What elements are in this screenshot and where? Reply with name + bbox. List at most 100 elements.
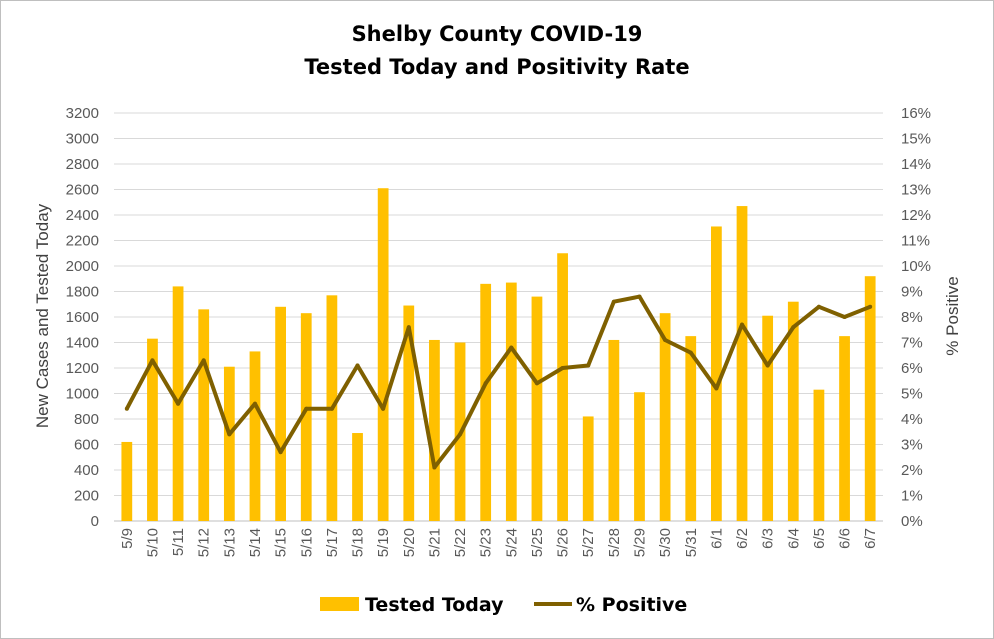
point-5-9 [124,406,129,411]
point-5-29 [637,294,642,299]
point-5-27 [586,363,591,368]
bar-5-24 [505,282,517,521]
point-6-7 [868,304,873,309]
x-tick-label: 5/14 [247,528,264,557]
legend: Tested Today % Positive [320,594,687,616]
point-6-4 [791,325,796,330]
left-tick-label: 600 [74,437,99,454]
right-tick-label: 14% [901,156,931,173]
x-tick-label: 5/28 [606,528,623,557]
point-5-21 [432,465,437,470]
x-tick-label: 5/27 [580,528,597,557]
point-5-12 [201,358,206,363]
x-tick-label: 5/17 [324,528,341,557]
left-tick-label: 1400 [66,335,99,352]
left-axis-ticks: 0 200 400 600 800 1000 1200 1400 1600 1800 2000 220… [66,105,99,530]
legend-label-percent-positive: % Positive [576,594,687,616]
x-tick-label: 5/9 [119,528,136,549]
point-5-26 [560,366,565,370]
bar-5-27 [582,416,594,521]
left-tick-label: 1200 [66,360,99,377]
x-tick-label: 5/24 [503,528,520,557]
x-tick-label: 5/11 [170,528,187,556]
right-tick-label: 0% [901,513,923,530]
right-tick-label: 1% [901,488,923,505]
left-tick-label: 3200 [66,105,99,122]
left-tick-label: 2000 [66,258,99,275]
x-tick-label: 5/26 [555,528,572,557]
legend-label-tested-today: Tested Today [365,594,504,616]
bar-6-5 [813,389,825,521]
left-tick-label: 2800 [66,156,99,173]
point-6-5 [816,304,821,309]
point-5-24 [509,345,514,350]
bar-5-20 [403,305,415,521]
right-tick-label: 2% [901,462,923,479]
point-5-11 [176,401,181,406]
x-tick-label: 5/20 [401,528,418,557]
left-tick-label: 3000 [66,131,99,148]
point-5-19 [381,406,386,411]
point-5-28 [611,299,616,304]
x-tick-label: 6/5 [811,528,828,549]
x-tick-label: 5/16 [298,528,315,557]
x-axis-ticks: 5/9 5/10 5/11 5/12 5/13 5/14 5/15 5/16 5/17 5/18 5… [119,528,879,557]
x-tick-label: 6/7 [862,528,879,549]
bar-5-13 [223,366,235,521]
bar-5-28 [608,339,620,521]
right-axis-ticks: 0% 1% 2% 3% 4% 5% 6% 7% 8% 9% 10% 11% 12% 13% 14% 15% 16… [901,105,931,530]
right-tick-label: 11% [901,233,930,250]
bar-6-7 [864,276,876,521]
left-tick-label: 200 [74,488,99,505]
x-tick-label: 5/29 [631,528,648,557]
x-tick-label: 5/15 [273,528,290,557]
right-tick-label: 15% [901,131,931,148]
point-5-16 [304,406,309,411]
right-tick-label: 6% [901,360,923,377]
bar-5-29 [634,392,645,521]
point-5-22 [458,432,463,437]
bar-5-23 [480,283,492,521]
point-5-31 [688,350,693,355]
point-5-18 [355,363,360,368]
right-tick-label: 7% [901,335,923,352]
point-6-3 [765,363,770,368]
right-tick-label: 12% [901,207,931,224]
bar-5-21 [429,339,440,521]
x-tick-label: 5/22 [452,528,469,557]
point-5-30 [663,337,668,342]
bar-5-9 [121,441,133,521]
bar-5-15 [275,306,286,521]
gridlines [114,112,883,522]
bar-5-30 [659,313,671,521]
point-5-10 [150,358,155,363]
bar-5-16 [300,313,312,521]
right-tick-label: 13% [901,182,931,199]
left-tick-label: 1600 [66,309,99,326]
point-6-2 [740,322,745,327]
bar-5-31 [685,336,697,521]
x-tick-label: 6/3 [760,528,777,549]
x-tick-label: 5/18 [350,528,367,557]
left-tick-label: 0 [91,513,99,530]
right-tick-label: 5% [901,386,923,403]
point-5-15 [278,450,283,455]
right-tick-label: 10% [901,258,931,275]
point-5-23 [483,381,488,386]
bar-5-10 [147,338,158,521]
right-tick-label: 4% [901,411,923,428]
point-5-17 [329,406,334,411]
x-tick-label: 5/30 [657,528,674,557]
right-tick-label: 9% [901,284,923,301]
x-tick-label: 5/12 [196,528,213,557]
x-tick-label: 5/31 [683,528,700,557]
chart-title-line-2: Tested Today and Positivity Rate [304,55,690,79]
point-5-20 [406,325,411,330]
point-5-25 [534,381,539,386]
bar-5-18 [352,433,363,521]
x-tick-label: 5/23 [478,528,495,557]
right-tick-label: 16% [901,105,931,122]
left-tick-label: 800 [74,411,99,428]
